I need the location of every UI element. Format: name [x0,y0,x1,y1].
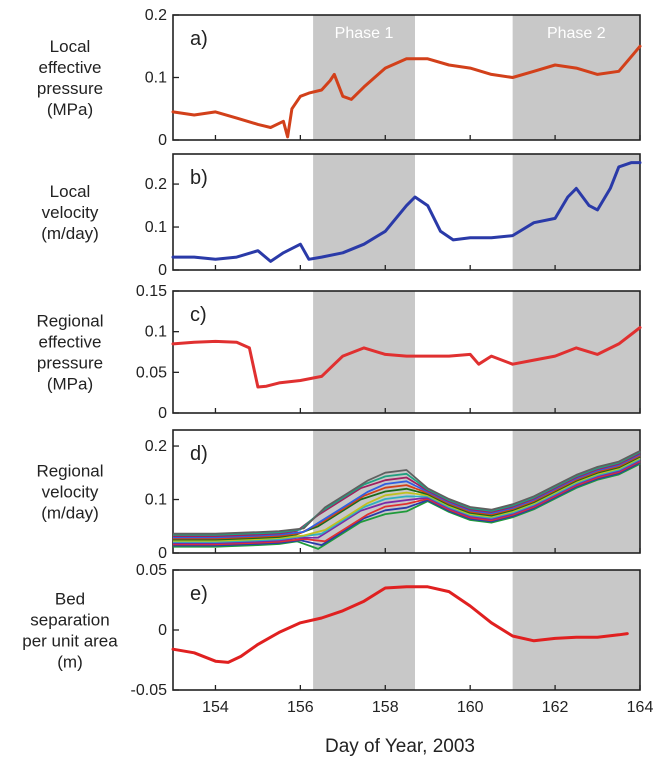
y-axis-label: Bed [55,590,85,609]
ensemble-line [173,455,641,541]
y-tick-label: -0.05 [131,682,168,699]
phase-band [313,291,415,413]
y-tick-label: 0.2 [145,438,167,455]
x-tick-label: 164 [627,699,654,716]
y-tick-label: 0.2 [145,7,167,24]
y-axis-label: (MPa) [47,375,93,394]
y-axis-label: pressure [37,354,103,373]
y-axis-label: Local [50,182,91,201]
x-axis-label: Day of Year, 2003 [325,736,475,757]
panel-frame [172,153,641,271]
panel: -0.05 0 0.05 e) Bed separation per unit area (m… [22,562,641,699]
phase-band [313,570,415,690]
phase-band [313,430,415,553]
y-axis-label: (m/day) [41,224,99,243]
y-axis-label: effective [38,333,101,352]
series-line [171,161,642,263]
ensemble-line [173,453,641,539]
y-tick-label: 0.1 [145,324,167,341]
x-tick-label: 154 [202,699,229,716]
panel: 0 0.05 0.1 0.15 c) Regional effective pressure (… [36,283,642,422]
panel-frame [172,429,641,554]
ensemble-line [173,450,641,535]
phase-band [313,154,415,270]
ensemble-line [173,452,641,537]
phase-band [512,154,640,270]
panel-label: b) [190,167,208,189]
y-tick-label: 0.05 [136,562,167,579]
y-tick-label: 0 [158,132,167,149]
panel: 0 0.1 0.2 a) Local effective pressure (MPa) [37,7,642,149]
ensemble-line [173,459,641,545]
ensemble-line [173,451,641,536]
y-axis-label: per unit area [22,632,118,651]
y-axis-label: (m/day) [41,504,99,523]
ensemble-line [173,458,641,543]
phase-band [313,15,415,140]
phase-band [512,430,640,553]
y-tick-label: 0 [158,622,167,639]
y-axis-label: velocity [42,203,99,222]
y-axis-label: separation [30,611,109,630]
y-tick-label: 0.1 [145,70,167,87]
ensemble-line [173,461,641,547]
y-axis-label: Regional [36,312,103,331]
y-axis-label: Regional [36,462,103,481]
y-tick-label: 0 [158,545,167,562]
x-tick-label: 162 [542,699,569,716]
ensemble-line [173,460,641,546]
y-axis-label: pressure [37,79,103,98]
phase-band [512,570,640,690]
phase-bands: Phase 1 Phase 2 [313,15,640,690]
panel: 0 0.1 0.2 d) Regional velocity (m/day) [36,429,641,562]
y-axis-label: (m) [57,653,82,672]
y-tick-label: 0.05 [136,364,167,381]
y-tick-label: 0.1 [145,492,167,509]
ensemble-line [173,454,641,540]
panel-label: a) [190,28,208,50]
panel-frame [172,290,641,414]
x-axis: 154 156 158 160 162 164 [202,699,653,716]
series-line [171,585,629,664]
ensemble-line [173,457,641,542]
y-axis-label: (MPa) [47,100,93,119]
y-tick-label: 0.1 [145,219,167,236]
panel: 0 0.1 0.2 b) Local velocity (m/day) [41,153,642,279]
ensemble-line [173,462,641,550]
y-tick-label: 0 [158,262,167,279]
y-axis-label: Local [50,37,91,56]
phase-band [512,291,640,413]
phase-label: Phase 1 [335,25,394,42]
y-tick-label: 0 [158,405,167,422]
panel-label: e) [190,583,208,605]
phase-label: Phase 2 [547,25,606,42]
panel-label: d) [190,443,208,465]
x-tick-label: 156 [287,699,314,716]
chart-panels: 0 0.1 0.2 a) Local effective pressure (MPa) 0 0.1… [22,7,642,699]
y-tick-label: 0.15 [136,283,167,300]
x-tick-label: 160 [457,699,484,716]
y-axis-label: velocity [42,483,99,502]
phase-band [512,15,640,140]
series-line [171,44,642,139]
y-axis-label: effective [38,58,101,77]
series-line [171,326,642,389]
panel-label: c) [190,304,207,326]
y-tick-label: 0.2 [145,176,167,193]
x-tick-label: 158 [372,699,399,716]
